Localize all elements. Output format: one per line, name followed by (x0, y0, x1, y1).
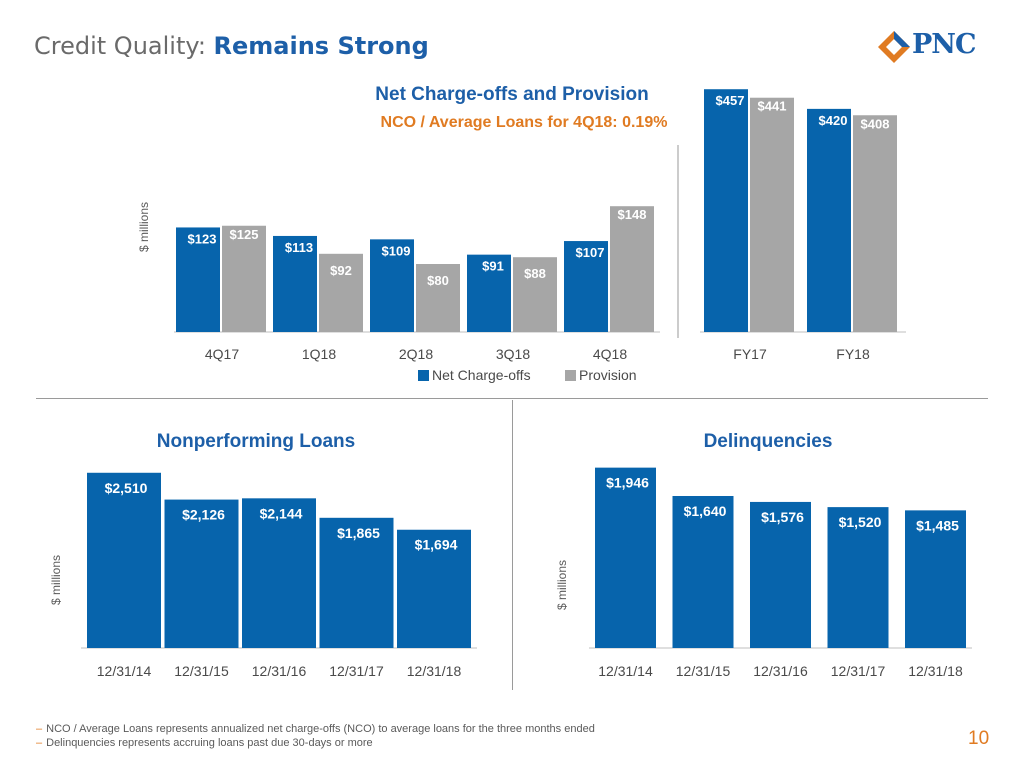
del-tick-2: 12/31/16 (753, 663, 808, 679)
page-title: Credit Quality: Remains Strong (34, 32, 429, 60)
nco-label-nco-4q17: $123 (188, 231, 217, 246)
nco-tick-4q18: 4Q18 (593, 346, 627, 362)
del-label-4: $1,485 (916, 517, 959, 533)
nco-tick-2q18: 2Q18 (399, 346, 433, 362)
footnote-2-text: Delinquencies represents accruing loans … (46, 737, 373, 749)
nco-bar-nco-4q18 (564, 241, 608, 332)
del-bar-3 (827, 507, 889, 648)
nco-bar-provision-2q18 (416, 264, 460, 332)
nco-label-nco-3q18: $91 (482, 259, 504, 274)
npl-label-4: $1,694 (415, 537, 458, 553)
del-label-0: $1,946 (606, 475, 649, 491)
nco-fy-label-nco-fy17: $457 (716, 93, 745, 108)
vertical-divider (512, 400, 513, 690)
nco-label-nco-2q18: $109 (382, 243, 411, 258)
logo-text: PNC (912, 29, 976, 60)
npl-label-2: $2,144 (260, 505, 303, 521)
npl-tick-4: 12/31/18 (407, 663, 462, 679)
chart-title-nco: Net Charge-offs and Provision (375, 84, 648, 105)
pnc-logo-icon (878, 31, 910, 63)
nco-label-nco-4q18: $107 (576, 245, 605, 260)
footnote-1: – NCO / Average Loans represents annualiz… (36, 723, 595, 735)
legend-label-net-charge-offs: Net Charge-offs (432, 367, 531, 383)
page-title-emphasis: Remains Strong (213, 32, 429, 60)
nco-bar-nco-4q17 (176, 227, 220, 332)
del-tick-3: 12/31/17 (831, 663, 886, 679)
del-tick-4: 12/31/18 (908, 663, 963, 679)
y-axis-label-del: $ millions (555, 560, 569, 610)
npl-label-3: $1,865 (337, 525, 380, 541)
nco-bar-provision-1q18 (319, 253, 363, 332)
del-label-2: $1,576 (761, 509, 804, 525)
del-tick-0: 12/31/14 (598, 663, 653, 679)
nco-fy-label-nco-fy18: $420 (819, 113, 848, 128)
page-title-prefix: Credit Quality: (34, 32, 214, 60)
chart-marks: $123 $125 4Q17 $113 $92 1Q18 $109 $80 2Q18 $91 $88… (81, 89, 972, 679)
nco-label-provision-3q18: $88 (524, 266, 546, 281)
nco-fy-bar-provision-fy17 (750, 97, 794, 332)
npl-bar-4 (397, 529, 471, 648)
del-bar-2 (750, 501, 811, 648)
nco-bar-provision-4q17 (222, 225, 266, 332)
footnotes: – NCO / Average Loans represents annualiz… (36, 722, 595, 750)
del-bar-0 (595, 467, 656, 648)
nco-bar-nco-2q18 (370, 239, 414, 332)
npl-tick-3: 12/31/17 (329, 663, 384, 679)
nco-bar-nco-3q18 (467, 254, 511, 332)
chart-subtitle-nco: NCO / Average Loans for 4Q18: 0.19% (381, 114, 668, 131)
horizontal-divider (36, 398, 988, 399)
del-bar-4 (905, 510, 966, 648)
nco-label-provision-2q18: $80 (427, 273, 449, 288)
npl-tick-2: 12/31/16 (252, 663, 307, 679)
nco-fy-label-provision-fy17: $441 (758, 99, 787, 114)
nco-fy-tick-fy17: FY17 (733, 346, 767, 362)
footnote-1-text: NCO / Average Loans represents annualize… (46, 723, 595, 735)
npl-tick-0: 12/31/14 (97, 663, 152, 679)
nco-label-nco-1q18: $113 (285, 240, 313, 255)
page-number: 10 (968, 728, 990, 749)
nco-fy-bar-nco-fy17 (704, 89, 748, 332)
del-label-1: $1,640 (684, 503, 727, 519)
legend-swatch-net-charge-offs (418, 370, 429, 381)
nco-bar-nco-1q18 (273, 235, 317, 332)
npl-bar-2 (242, 498, 316, 648)
legend-swatch-provision (565, 370, 576, 381)
chart-title-npl: Nonperforming Loans (157, 431, 355, 452)
npl-bar-0 (87, 472, 161, 648)
npl-bar-3 (319, 517, 394, 648)
del-bar-1 (672, 496, 734, 648)
npl-bar-1 (164, 499, 239, 648)
npl-label-1: $2,126 (182, 507, 225, 523)
legend-label-provision: Provision (579, 367, 637, 383)
nco-fy-label-provision-fy18: $408 (861, 116, 890, 131)
chart-title-del: Delinquencies (704, 431, 833, 452)
del-tick-1: 12/31/15 (676, 663, 731, 679)
del-label-3: $1,520 (839, 514, 882, 530)
nco-tick-4q17: 4Q17 (205, 346, 239, 362)
nco-bar-provision-3q18 (513, 257, 557, 332)
y-axis-label-nco: $ millions (137, 202, 151, 252)
npl-label-0: $2,510 (105, 480, 148, 496)
nco-label-provision-4q18: $148 (618, 207, 647, 222)
footnote-2: – Delinquencies represents accruing loans… (36, 737, 373, 749)
nco-tick-1q18: 1Q18 (302, 346, 336, 362)
nco-bar-provision-4q18 (610, 206, 654, 332)
nco-label-provision-4q17: $125 (230, 227, 259, 242)
nco-label-provision-1q18: $92 (330, 263, 352, 278)
y-axis-label-npl: $ millions (49, 555, 63, 605)
nco-tick-3q18: 3Q18 (496, 346, 530, 362)
pnc-logo: PNC (876, 28, 996, 68)
nco-fy-tick-fy18: FY18 (836, 346, 870, 362)
nco-fy-bar-nco-fy18 (807, 108, 851, 332)
nco-fy-bar-provision-fy18 (853, 115, 897, 332)
npl-tick-1: 12/31/15 (174, 663, 229, 679)
